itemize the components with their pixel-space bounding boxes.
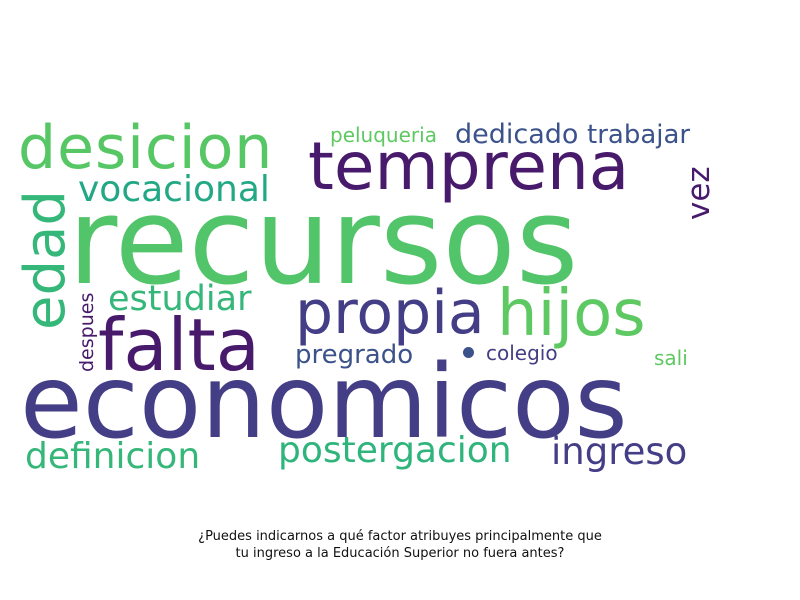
word-falta: falta <box>98 303 260 387</box>
word-economicos: economicos <box>20 343 628 462</box>
word-trabajar: trabajar <box>587 120 691 150</box>
caption-line-2: tu ingreso a la Educación Superior no fu… <box>235 546 565 561</box>
word-postergacion: postergacion <box>278 430 512 471</box>
word-desicion: desicion <box>18 113 274 183</box>
word-colegio: colegio <box>486 341 558 365</box>
word-edad: edad <box>13 190 78 330</box>
word-estudiar: estudiar <box>108 279 252 319</box>
word-pregrado: pregrado <box>295 340 414 370</box>
word-propia: propia <box>295 278 485 348</box>
word-definicion: definicion <box>25 436 201 477</box>
word-temprena: temprena <box>308 128 630 205</box>
dot-mark <box>463 347 474 358</box>
word-dedicado: dedicado <box>455 119 579 150</box>
chart-caption: ¿Puedes indicarnos a qué factor atribuye… <box>150 528 650 562</box>
word-sali: sali <box>654 346 688 370</box>
word-hijos: hijos <box>497 277 646 351</box>
word-vez: vez <box>681 166 717 220</box>
word-recursos: recursos <box>68 173 579 312</box>
word-peluqueria: peluqueria <box>330 123 437 147</box>
word-vocacional: vocacional <box>78 169 270 210</box>
caption-line-1: ¿Puedes indicarnos a qué factor atribuye… <box>198 529 602 544</box>
word-ingreso: ingreso <box>551 430 688 473</box>
